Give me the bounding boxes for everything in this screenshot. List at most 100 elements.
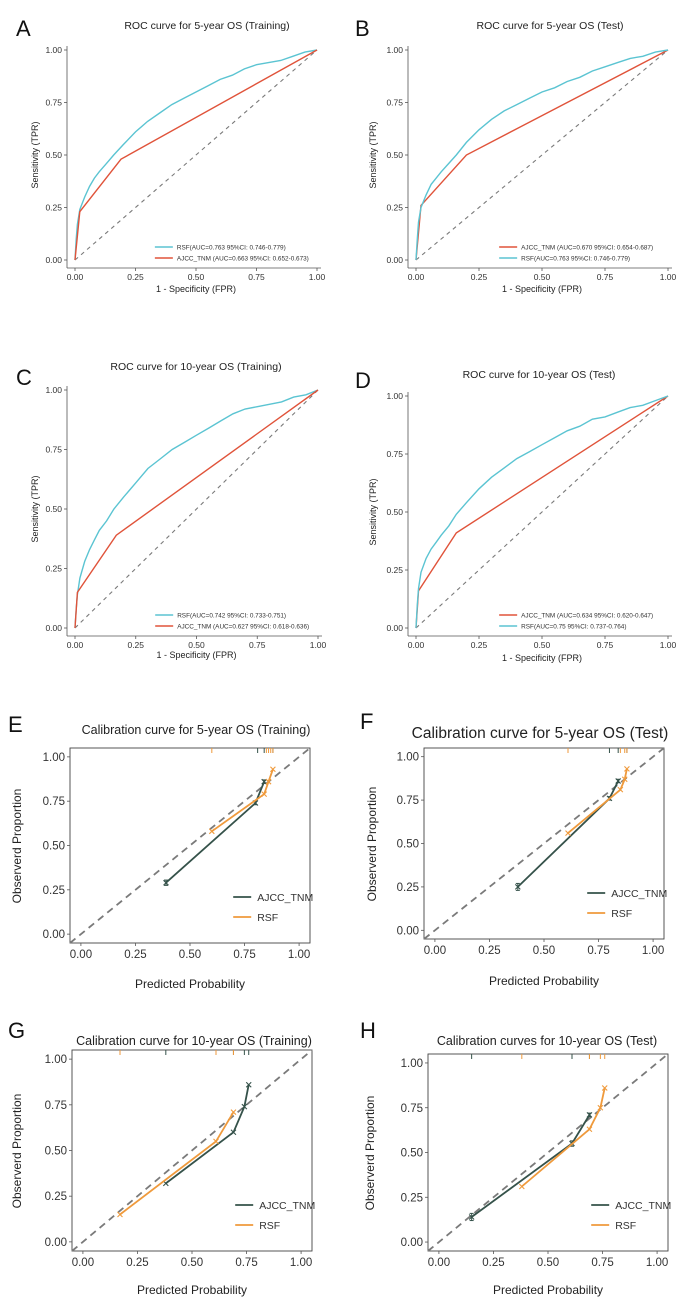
panel-f: F Calibration curve for 5-year OS (Test) 0…	[360, 709, 668, 988]
legend-label: RSF(AUC=0.763 95%CI: 0.746-0.779)	[177, 245, 286, 252]
y-tick-label: 0.75	[401, 1103, 423, 1115]
legend: AJCC_TNM RSF	[587, 888, 667, 920]
y-axis-label: Sensitivity (TPR)	[368, 121, 378, 188]
data-point	[270, 766, 276, 773]
x-tick-label: 0.50	[534, 640, 551, 650]
point-mark	[241, 1103, 248, 1110]
data-point	[565, 830, 571, 836]
chart-title: ROC curve for 10-year OS (Training)	[110, 361, 281, 373]
y-tick-label: 0.00	[386, 623, 403, 633]
x-tick-label: 0.00	[67, 272, 84, 282]
panel-e: E Calibration curve for 5-year OS (Traini…	[8, 712, 313, 991]
point-mark	[624, 765, 630, 772]
x-tick-label: 0.75	[235, 1257, 257, 1269]
y-tick-label: 0.25	[43, 885, 65, 897]
y-tick-label: 0.00	[45, 255, 62, 265]
chart-title: ROC curve for 10-year OS (Test)	[463, 369, 616, 381]
legend-label: RSF	[259, 1220, 280, 1232]
reference-line	[415, 49, 669, 261]
data-point	[615, 778, 622, 784]
legend-label: RSF	[615, 1220, 636, 1232]
point-mark	[565, 830, 571, 836]
legend-label: AJCC_TNM (AUC=0.670 95%CI: 0.654-0.687)	[521, 245, 653, 252]
series-line	[415, 49, 669, 261]
data-point	[261, 778, 268, 785]
point-mark	[270, 766, 276, 773]
data-point	[230, 1129, 237, 1136]
x-tick-label: 0.75	[249, 640, 266, 650]
panel-label: E	[8, 712, 23, 737]
legend-label: AJCC_TNM (AUC=0.634 95%CI: 0.620-0.647)	[521, 613, 653, 620]
y-axis-label: Sensitivity (TPR)	[368, 478, 378, 545]
axes: 0.00 0.00 0.25 0.25 0.50 0.50 0.75 0.75 1.00 1.00	[386, 391, 676, 650]
series-line	[74, 49, 318, 261]
data-point	[617, 786, 624, 793]
data-point	[208, 828, 215, 835]
legend-label: RSF(AUC=0.763 95%CI: 0.746-0.779)	[521, 256, 630, 263]
x-tick-label: 0.25	[471, 640, 488, 650]
x-tick-label: 0.00	[72, 1257, 94, 1269]
legend-label: AJCC_TNM (AUC=0.663 95%CI: 0.652-0.673)	[177, 256, 309, 263]
legend: AJCC_TNM RSF	[235, 1200, 315, 1232]
point-mark	[601, 1085, 608, 1091]
x-tick-label: 1.00	[288, 949, 310, 961]
y-tick-label: 0.00	[386, 255, 403, 265]
panel-b: B ROC curve for 5-year OS (Test)0.000.000…	[355, 16, 677, 294]
y-tick-label: 1.00	[45, 45, 62, 55]
data-point	[213, 1138, 219, 1145]
point-mark	[265, 778, 272, 785]
legend: RSF(AUC=0.763 95%CI: 0.746-0.779) AJCC_TN…	[154, 245, 309, 263]
x-tick-label: 1.00	[660, 640, 677, 650]
y-axis-label: Observerd Proportion	[363, 1096, 377, 1211]
point-mark	[117, 1211, 123, 1218]
data-point	[163, 879, 169, 886]
x-tick-label: 0.25	[482, 1257, 504, 1269]
x-axis-label: 1 - Specificity (FPR)	[502, 653, 582, 663]
legend: RSF(AUC=0.742 95%CI: 0.733-0.751) AJCC_TN…	[155, 613, 309, 631]
x-tick-label: 1.00	[646, 1257, 668, 1269]
point-mark	[586, 1126, 593, 1133]
panel-label: F	[360, 709, 373, 734]
legend: AJCC_TNM RSF	[591, 1200, 671, 1232]
panel-label: H	[360, 1018, 376, 1043]
y-tick-label: 1.00	[397, 752, 419, 764]
x-tick-label: 0.25	[127, 640, 144, 650]
y-tick-label: 1.00	[401, 1058, 423, 1070]
reference-line	[74, 389, 319, 629]
y-tick-label: 0.50	[386, 507, 403, 517]
reference-line	[74, 49, 318, 261]
series-line	[74, 389, 319, 629]
reference-line	[415, 395, 669, 629]
series-line	[415, 49, 669, 261]
x-tick-label: 0.00	[428, 1257, 450, 1269]
y-tick-label: 0.25	[45, 563, 62, 573]
y-axis-label: Sensitivity (TPR)	[30, 121, 40, 188]
y-axis-label: Observerd Proportion	[10, 789, 24, 904]
y-tick-label: 0.75	[45, 1100, 67, 1112]
legend-label: AJCC_TNM	[259, 1200, 315, 1212]
legend: AJCC_TNM (AUC=0.670 95%CI: 0.654-0.687) R…	[499, 245, 653, 263]
panel-g: G Calibration curve for 10-year OS (Train…	[8, 1018, 315, 1297]
chart-title: ROC curve for 5-year OS (Test)	[476, 20, 623, 32]
x-tick-label: 0.50	[188, 272, 205, 282]
x-tick-label: 0.50	[537, 1257, 559, 1269]
y-axis-label: Sensitivity (TPR)	[30, 475, 40, 542]
x-tick-label: 1.00	[309, 272, 326, 282]
series-line	[211, 768, 274, 833]
series-rsf	[208, 748, 276, 835]
point-mark	[245, 1081, 252, 1088]
x-tick-label: 0.25	[471, 272, 488, 282]
axes: 0.00 0.00 0.25 0.25 0.50 0.50 0.75 0.75 1.00 1.00	[43, 747, 311, 961]
data-point	[261, 791, 268, 797]
y-tick-label: 0.50	[401, 1148, 423, 1160]
x-tick-label: 0.00	[67, 640, 84, 650]
y-tick-label: 0.50	[45, 504, 62, 514]
y-tick-label: 0.25	[386, 202, 403, 212]
x-tick-label: 1.00	[660, 272, 677, 282]
point-mark	[162, 1180, 169, 1187]
x-tick-label: 0.25	[126, 1257, 148, 1269]
x-tick-label: 1.00	[290, 1257, 312, 1269]
x-tick-label: 0.75	[597, 272, 614, 282]
point-mark	[230, 1129, 237, 1136]
series-ajcc-tnm	[415, 49, 669, 261]
